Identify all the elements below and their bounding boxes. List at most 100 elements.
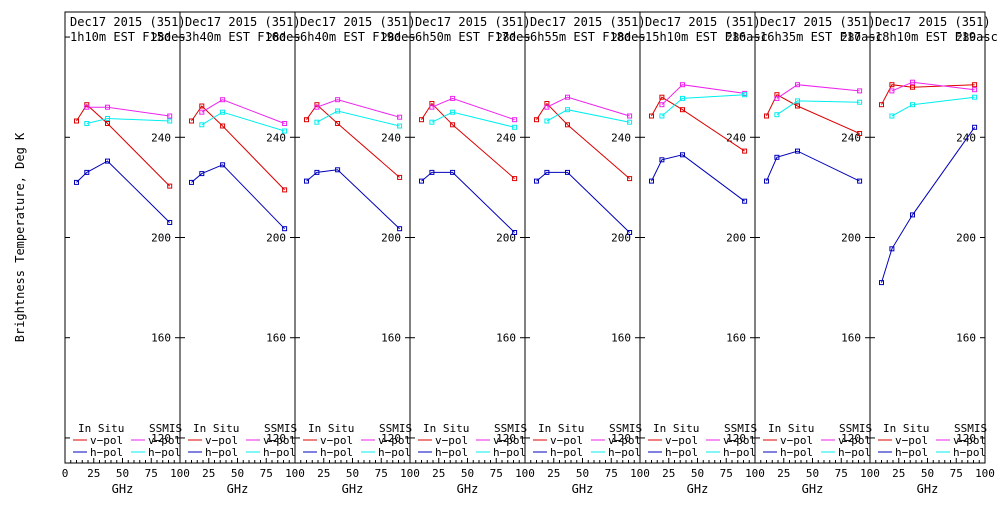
series-ssmis-hpol-point: [910, 102, 915, 108]
x-axis-label: GHz: [687, 482, 709, 496]
y-tick-label: 200: [151, 232, 171, 245]
x-tick-label: 75: [490, 467, 503, 480]
legend-in-situ-heading: In Situ: [308, 422, 354, 435]
series-ssmis-vpol-line: [776, 84, 860, 99]
y-tick-label: 280: [956, 31, 976, 44]
legend-in-situ-heading: In Situ: [653, 422, 699, 435]
panel-title-time: 16h35m EST F17asc: [760, 30, 883, 44]
series-insitu-hpol-point: [774, 154, 780, 160]
series-insitu-hpol: [534, 169, 633, 235]
x-tick-label: 50: [116, 467, 129, 480]
series-insitu-hpol-line: [76, 160, 171, 223]
x-tick-label: 100: [170, 467, 190, 480]
series-ssmis-vpol-line: [431, 97, 515, 121]
legend-ssmis-hpol-label: h−pol: [378, 446, 411, 459]
y-tick-label: 280: [151, 31, 171, 44]
y-tick-label: 240: [381, 131, 401, 144]
series-insitu-hpol-point: [565, 169, 570, 175]
x-axis-label: GHz: [572, 482, 594, 496]
y-tick-label: 240: [611, 131, 631, 144]
x-tick-label: 100: [975, 467, 995, 480]
x-tick-label: 100: [630, 467, 650, 480]
x-tick-label: 25: [432, 467, 445, 480]
y-tick-label: 160: [381, 332, 401, 345]
x-tick-label: 75: [605, 467, 618, 480]
panel-2: Dec17 2015 (351)3h40m EST F16des 120 160 20…: [179, 11, 305, 496]
panel-title-time: 6h40m EST F19des: [300, 30, 416, 44]
series-ssmis-vpol-line: [661, 84, 745, 106]
series-insitu-hpol-point: [199, 171, 205, 177]
series-ssmis-hpol-line: [86, 117, 170, 124]
x-axis-label: GHz: [342, 482, 364, 496]
series-ssmis-hpol-line: [776, 100, 860, 116]
panel-title-date: Dec17 2015 (351): [70, 15, 186, 29]
series-insitu-vpol-point: [795, 103, 800, 109]
series-ssmis-vpol-point: [627, 113, 633, 119]
series-insitu-vpol: [534, 101, 633, 182]
legend-insitu-vpol-label: v−pol: [780, 434, 813, 447]
series-insitu-vpol: [189, 103, 288, 193]
series-ssmis-hpol: [659, 92, 748, 119]
series-insitu-hpol: [74, 158, 173, 225]
panel-title-date: Dec17 2015 (351): [875, 15, 991, 29]
legend-ssmis-heading: SSMIS: [954, 422, 987, 435]
panel-5: Dec17 2015 (351)6h55m EST F18des 120 160 20…: [524, 11, 650, 496]
legend-ssmis-hpol-label: h−pol: [838, 446, 871, 459]
y-tick-label: 120: [381, 432, 401, 445]
x-tick-label: 50: [921, 467, 934, 480]
x-tick-label: 25: [547, 467, 560, 480]
series-insitu-vpol-point: [659, 94, 665, 100]
series-ssmis-hpol-point: [512, 124, 518, 130]
series-insitu-hpol-point: [742, 198, 748, 204]
series-ssmis-hpol-point: [199, 122, 205, 128]
series-ssmis-hpol-point: [450, 109, 456, 115]
legend-insitu-vpol-label: v−pol: [435, 434, 468, 447]
series-insitu-hpol: [304, 167, 403, 232]
series-ssmis-vpol-point: [335, 97, 341, 103]
y-tick-label: 280: [496, 31, 516, 44]
series-insitu-hpol-point: [627, 230, 633, 235]
series-insitu-vpol-line: [191, 105, 285, 191]
series-ssmis-vpol: [314, 97, 403, 120]
legend-ssmis-vpol-label: v−pol: [378, 434, 411, 447]
y-tick-label: 280: [611, 31, 631, 44]
panel-title-date: Dec17 2015 (351): [185, 15, 301, 29]
series-insitu-vpol-point: [74, 118, 79, 124]
series-ssmis-hpol: [314, 108, 403, 129]
series-ssmis-vpol: [429, 95, 518, 123]
series-insitu-hpol-point: [680, 152, 685, 158]
series-insitu-vpol-point: [857, 131, 863, 136]
series-insitu-vpol-line: [421, 102, 515, 179]
series-insitu-vpol-point: [419, 117, 424, 123]
series-ssmis-hpol-point: [282, 128, 288, 134]
x-tick-label: 75: [145, 467, 158, 480]
y-axis-label: Brightness Temperature, Deg K: [13, 132, 27, 342]
y-tick-label: 240: [151, 131, 171, 144]
legend-ssmis-heading: SSMIS: [839, 422, 872, 435]
legend-insitu-hpol-label: h−pol: [205, 446, 238, 459]
panel-title-time: 1h10m EST F15des: [70, 30, 186, 44]
x-axis-label: GHz: [917, 482, 939, 496]
series-ssmis-vpol-point: [889, 88, 895, 94]
legend-ssmis-vpol-label: v−pol: [493, 434, 526, 447]
series-insitu-hpol-point: [972, 124, 978, 130]
series-insitu-hpol-line: [306, 169, 400, 230]
y-tick-label: 200: [611, 232, 631, 245]
y-tick-label: 240: [726, 131, 746, 144]
panel-title-time: 6h50m EST F17des: [415, 30, 531, 44]
y-tick-label: 160: [151, 332, 171, 345]
series-ssmis-vpol-point: [680, 82, 685, 88]
panel-title-time: 15h10m EST F16asc: [645, 30, 768, 44]
series-insitu-hpol-point: [795, 148, 800, 154]
legend-ssmis-hpol-label: h−pol: [263, 446, 296, 459]
x-tick-label: 75: [375, 467, 388, 480]
series-ssmis-hpol-point: [972, 94, 978, 100]
series-ssmis-vpol-line: [201, 99, 285, 124]
series-ssmis-hpol-point: [105, 116, 110, 121]
panel-1: Dec17 2015 (351)1h10m EST F15des 120 160 20…: [62, 11, 190, 496]
legend-ssmis-heading: SSMIS: [149, 422, 182, 435]
